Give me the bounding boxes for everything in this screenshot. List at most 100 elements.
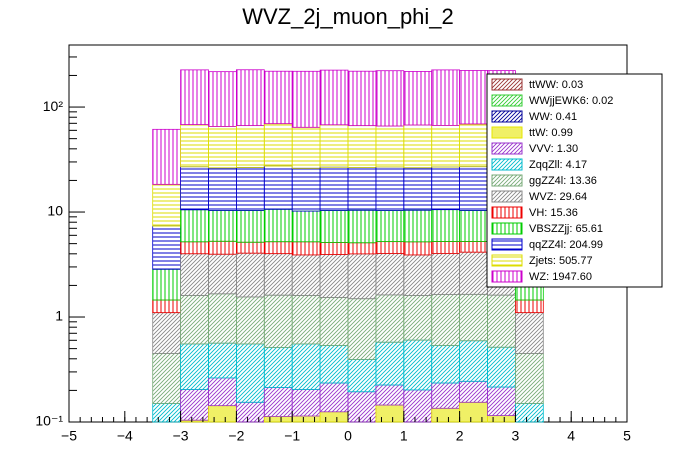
bar-segment (487, 415, 516, 423)
bar-segment (291, 126, 321, 169)
legend-swatch (491, 206, 523, 219)
bar-segment (235, 210, 265, 243)
bar-segment (375, 404, 405, 423)
bar-segment (487, 294, 516, 348)
x-tick-label: −1 (284, 428, 300, 444)
legend-label: WZ: 1947.60 (529, 271, 592, 283)
legend-swatch (491, 222, 523, 235)
legend-label: ttW: 0.99 (529, 127, 573, 139)
bar-segment (431, 294, 461, 346)
bar-segment (291, 254, 321, 296)
y-tick-label: 10 (47, 203, 63, 219)
legend-swatch (491, 94, 523, 107)
legend-swatch (491, 254, 523, 267)
bar-segment (431, 345, 461, 384)
bar-segment (291, 415, 321, 423)
bar-segment (487, 346, 516, 388)
bar-segment (180, 241, 209, 255)
bar-segment (263, 70, 293, 125)
bar-segment (263, 416, 293, 423)
legend-swatch (491, 142, 523, 155)
bar-segment (319, 166, 349, 211)
bar-segment (235, 252, 265, 298)
y-tick-label: 10² (43, 98, 64, 114)
bar-segment (208, 126, 237, 169)
bar-segment (375, 70, 405, 127)
bar-segment (263, 253, 293, 296)
bar-segment (291, 210, 321, 243)
bar-segment (263, 165, 293, 210)
bar-segment (180, 209, 209, 243)
x-tick-label: 1 (400, 428, 408, 444)
bar-segment (515, 299, 544, 314)
bar-segment (180, 389, 209, 421)
bar-segment (403, 339, 433, 391)
legend-swatch (491, 174, 523, 187)
bar-segment (375, 241, 405, 254)
bar-segment (208, 342, 237, 379)
bar-segment (208, 167, 237, 211)
bar-segment (152, 353, 181, 404)
bar-segment (180, 166, 209, 211)
bar-segment (431, 69, 461, 126)
bar-segment (515, 403, 544, 423)
legend-label: ggZZ4l: 13.36 (529, 175, 597, 187)
bar-segment (208, 377, 237, 407)
legend-label: VH: 15.36 (529, 207, 578, 219)
bar-segment (319, 210, 349, 243)
bar-segment (319, 124, 349, 168)
bar-segment (347, 209, 377, 244)
x-tick-label: −4 (117, 428, 133, 444)
bar-segment (347, 242, 377, 255)
legend-label: VBSZZjj: 65.61 (529, 223, 603, 235)
bar-segment (319, 242, 349, 255)
bar-segment (347, 125, 377, 169)
bar-segment (431, 125, 461, 168)
bar-segment (459, 401, 488, 423)
x-tick-label: −3 (173, 428, 189, 444)
bar-segment (180, 295, 209, 345)
bar-segment (347, 298, 377, 360)
bar-segment (235, 296, 265, 345)
bar-segment (319, 411, 349, 423)
bar-segment (208, 240, 237, 255)
bar-segment (403, 209, 433, 243)
bar-segment (152, 403, 181, 423)
bar-segment (459, 293, 488, 342)
bar-segment (375, 166, 405, 211)
bar-segment (208, 405, 237, 423)
bar-segment (375, 384, 405, 406)
legend-label: WWjjEWK6: 0.02 (529, 95, 613, 107)
bar-segment (235, 167, 265, 211)
legend-label: ttWW: 0.03 (529, 79, 583, 91)
bar-segment (263, 347, 293, 388)
bar-segment (152, 225, 181, 270)
bar-segment (152, 299, 181, 314)
bar-segment (152, 268, 181, 301)
bar-segment (403, 167, 433, 211)
bar-segment (263, 387, 293, 417)
bar-segment (515, 353, 544, 404)
bar-segment (375, 125, 405, 168)
bar-segment (403, 71, 433, 126)
bar-segment (459, 380, 488, 403)
bar-segment (152, 128, 181, 185)
legend-label: ZqqZll: 4.17 (529, 159, 587, 171)
bar-segment (375, 341, 405, 386)
bar-segment (235, 125, 265, 168)
bar-segment (459, 166, 488, 211)
legend-swatch (491, 238, 523, 251)
bar-segment (459, 123, 488, 168)
legend-swatch (491, 270, 523, 283)
chart-title: WVZ_2j_muon_phi_2 (242, 4, 454, 29)
bar-segment (263, 294, 293, 348)
bar-segment (263, 123, 293, 167)
bar-segment (347, 167, 377, 211)
bar-segment (208, 253, 237, 295)
bar-segment (403, 389, 433, 423)
x-tick-label: −2 (228, 428, 244, 444)
legend-swatch (491, 190, 523, 203)
bar-segment (152, 312, 181, 354)
y-tick-label: 10⁻¹ (35, 413, 63, 429)
